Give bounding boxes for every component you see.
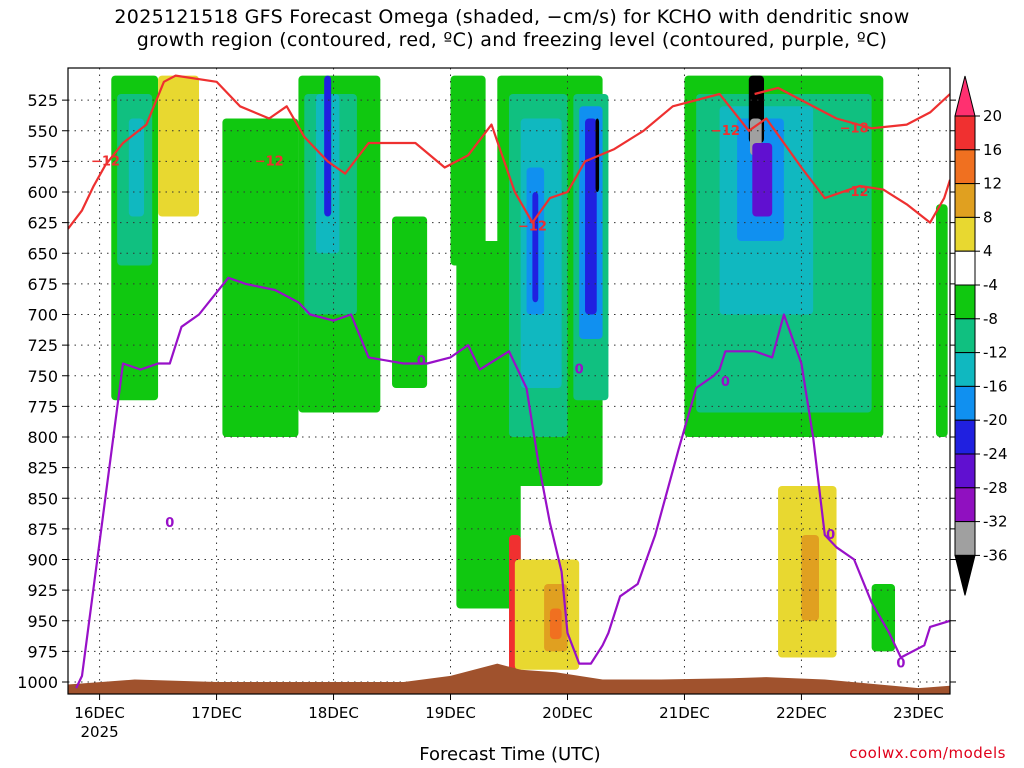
y-tick-label: 575 — [27, 152, 58, 171]
colorbar-segment — [954, 284, 976, 320]
freezing_level-label: 0 — [721, 375, 730, 390]
chart-title-line2: growth region (contoured, red, ºC) and f… — [136, 29, 888, 51]
colorbar-tick-label: -24 — [983, 445, 1008, 463]
colorbar-tick-label: -12 — [983, 344, 1008, 362]
omega-shaded-region — [549, 608, 562, 640]
omega-shaded-region — [585, 118, 597, 315]
colorbar-tick-label: -36 — [983, 546, 1008, 564]
y-tick-label: 975 — [27, 642, 58, 661]
freezing_level-contour — [75, 276, 950, 689]
omega-shaded-region — [222, 118, 299, 437]
x-tick-label: 21DEC — [659, 704, 710, 722]
dgz_minus12-label: −12 — [840, 185, 869, 200]
colorbar-segment — [954, 487, 976, 523]
y-tick-label: 625 — [27, 214, 58, 233]
colorbar-tick-label: 4 — [983, 242, 993, 260]
colorbar-segment — [954, 183, 976, 218]
y-tick-label: 800 — [27, 428, 58, 447]
colorbar-tick-label: -16 — [983, 377, 1008, 395]
y-tick-label: 900 — [27, 551, 58, 570]
colorbar-tick-label: 8 — [983, 208, 993, 226]
y-tick-label: 600 — [27, 183, 58, 202]
colorbar-segment — [954, 419, 976, 455]
omega-shaded-region — [450, 75, 486, 266]
colorbar-tick-label: 20 — [983, 107, 1002, 125]
y-tick-label: 750 — [27, 367, 58, 386]
omega-shaded-region — [158, 75, 200, 217]
colorbar-tick-label: -8 — [983, 310, 998, 328]
colorbar-tick-label: 12 — [983, 175, 1002, 193]
dgz_minus12-label: −12 — [711, 124, 740, 139]
dgz_minus12-label: −12 — [91, 154, 120, 169]
freezing_level-label: 0 — [826, 528, 835, 543]
chart-title-line1: 2025121518 GFS Forecast Omega (shaded, −… — [114, 6, 910, 28]
x-tick-label: 18DEC — [308, 704, 359, 722]
colorbar-bottom-arrow — [954, 554, 976, 596]
x-axis-title: Forecast Time (UTC) — [419, 744, 601, 765]
colorbar-segment — [954, 521, 976, 556]
freezing_level-label: 0 — [896, 657, 905, 672]
y-tick-label: 1000 — [17, 673, 58, 692]
plot-frame — [67, 67, 951, 695]
terrain-surface — [68, 663, 950, 694]
omega-shaded-region — [935, 204, 948, 437]
colorbar-segment — [954, 453, 976, 489]
x-tick-sublabel: 2025 — [80, 723, 118, 741]
y-tick-label: 675 — [27, 275, 58, 294]
y-tick-label: 725 — [27, 336, 58, 355]
dgz_minus12-label: −12 — [518, 219, 547, 234]
colorbar-segment — [954, 216, 976, 252]
omega-shaded-region — [532, 192, 539, 303]
dgz_minus18-contour — [754, 86, 950, 130]
x-tick-label: 22DEC — [776, 704, 827, 722]
colorbar-tick-label: 16 — [983, 141, 1002, 159]
source-credit: coolwx.com/models — [849, 744, 1006, 762]
freezing_level-label: 0 — [575, 363, 584, 378]
colorbar-segment — [954, 115, 976, 151]
freezing_level-label: 0 — [417, 354, 426, 369]
y-tick-label: 850 — [27, 489, 58, 508]
x-tick-label: 17DEC — [191, 704, 242, 722]
y-tick-label: 925 — [27, 581, 58, 600]
freezing_level-label: 0 — [165, 516, 174, 531]
colorbar-tick-label: -32 — [983, 513, 1008, 531]
y-tick-label: 950 — [27, 612, 58, 631]
y-tick-label: 700 — [27, 306, 58, 325]
y-tick-label: 650 — [27, 244, 58, 263]
y-tick-label: 550 — [27, 122, 58, 141]
dgz_minus12-label: −12 — [255, 154, 284, 169]
x-tick-label: 16DEC — [74, 704, 125, 722]
y-tick-label: 875 — [27, 520, 58, 539]
x-tick-label: 20DEC — [542, 704, 593, 722]
dgz_minus12-contour — [68, 74, 950, 230]
colorbar-segment — [954, 385, 976, 421]
colorbar-segment — [954, 318, 976, 354]
x-tick-label: 23DEC — [893, 704, 944, 722]
y-tick-label: 525 — [27, 91, 58, 110]
colorbar-tick-label: -20 — [983, 411, 1008, 429]
colorbar-segment — [954, 352, 976, 387]
omega-shaded-region — [871, 584, 896, 652]
omega-shaded-region — [801, 535, 819, 621]
y-tick-label: 825 — [27, 459, 58, 478]
colorbar-tick-label: -28 — [983, 479, 1008, 497]
colorbar-segment — [954, 250, 976, 286]
colorbar-segment — [954, 149, 976, 185]
colorbar-top-arrow — [954, 75, 976, 117]
colorbar-tick-label: -4 — [983, 276, 998, 294]
omega-shaded-region — [324, 75, 332, 217]
y-tick-label: 775 — [27, 397, 58, 416]
omega-shaded-region — [752, 143, 773, 217]
x-tick-label: 19DEC — [425, 704, 476, 722]
dgz_minus18-label: −18 — [840, 121, 869, 136]
